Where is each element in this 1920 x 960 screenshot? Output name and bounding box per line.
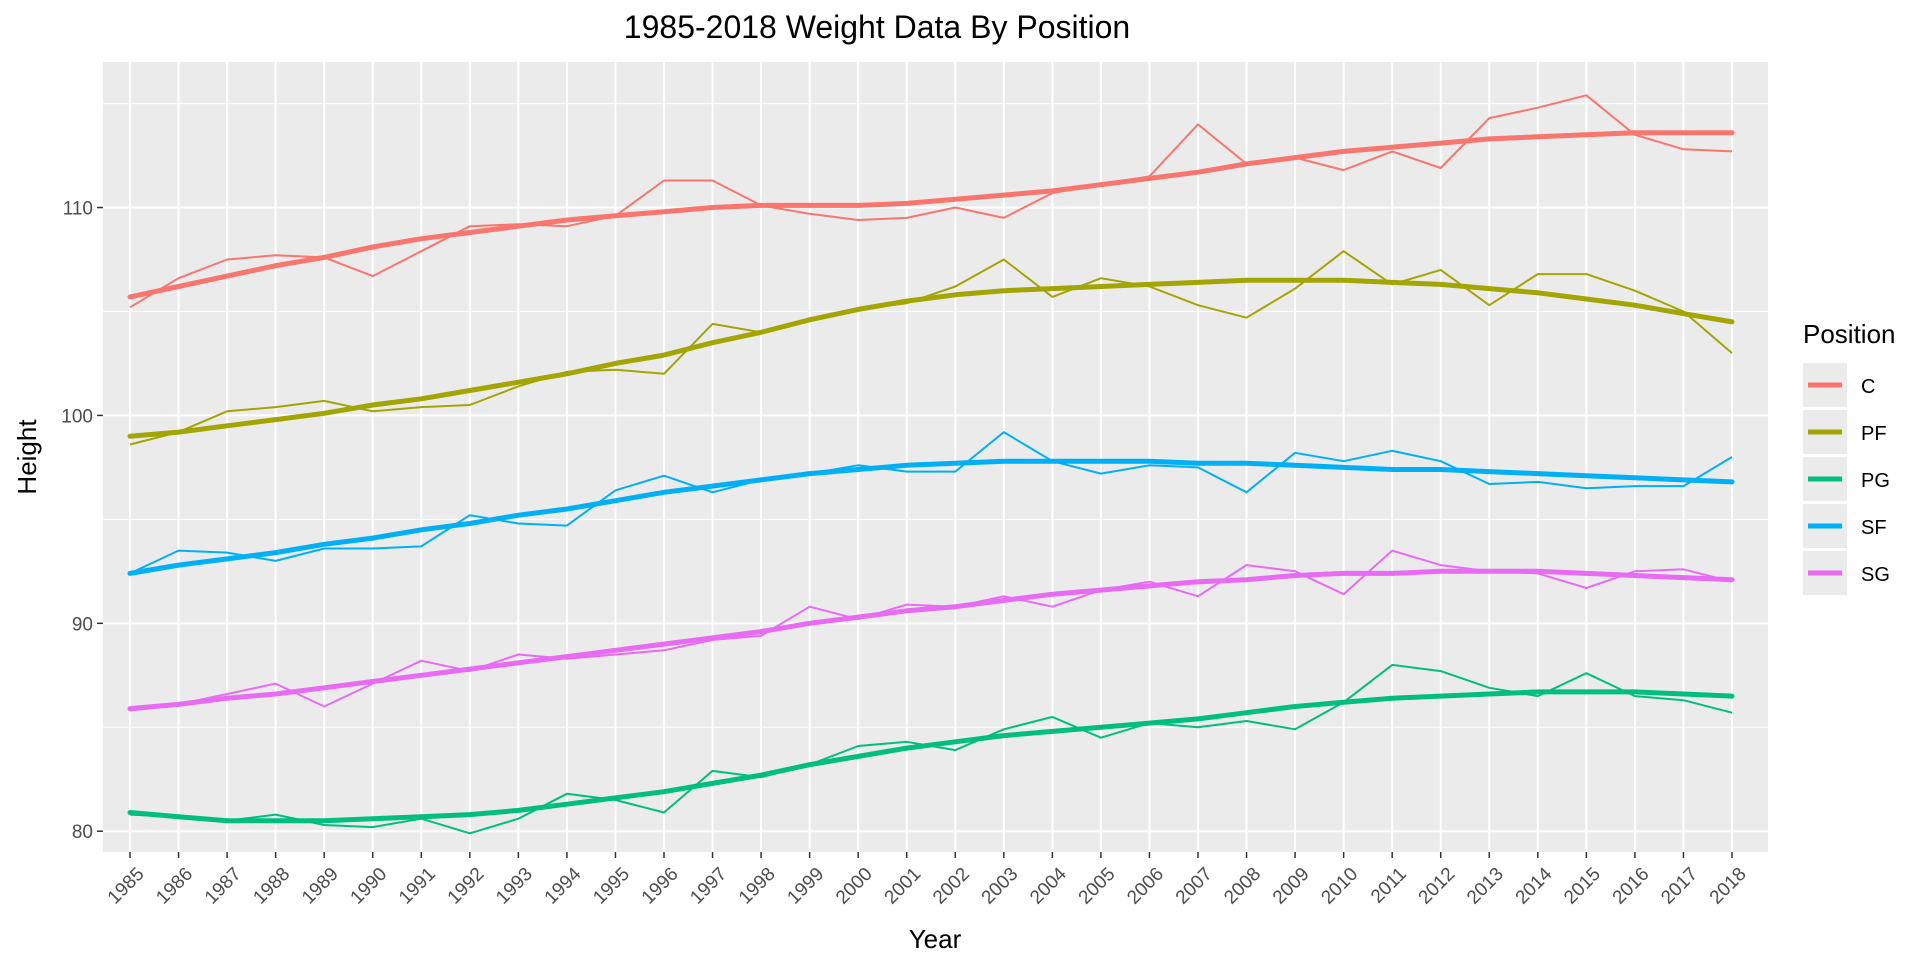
legend-label: PG <box>1861 470 1890 492</box>
trend-line-pg <box>127 689 1735 824</box>
x-tick-label: 2013 <box>1463 864 1508 909</box>
legend-item-pg: PG <box>1803 457 1890 501</box>
x-tick-label: 1988 <box>249 864 294 909</box>
x-tick-label: 2014 <box>1512 863 1557 908</box>
x-tick-label: 2015 <box>1560 864 1605 909</box>
legend-label: SF <box>1861 517 1887 539</box>
x-axis-title: Year <box>909 924 962 954</box>
legend-title: Position <box>1803 319 1896 349</box>
legend-label: SG <box>1861 564 1890 586</box>
y-tick-label: 110 <box>63 199 93 220</box>
x-tick-label: 2007 <box>1172 864 1217 909</box>
trend-line-sg <box>127 568 1735 712</box>
y-tick-label: 80 <box>72 822 93 843</box>
x-tick-label: 2004 <box>1026 863 1071 908</box>
x-tick-label: 1991 <box>395 864 440 909</box>
y-tick-label: 90 <box>72 614 93 635</box>
series-layer <box>127 94 1735 835</box>
x-tick-label: 1997 <box>686 864 731 909</box>
x-tick-label: 2016 <box>1609 864 1654 909</box>
plot-panel <box>103 62 1768 852</box>
trend-line-c <box>127 130 1735 300</box>
x-tick-label: 1992 <box>444 864 489 909</box>
x-tick-label: 1998 <box>735 864 780 909</box>
x-tick-label: 1989 <box>298 864 343 909</box>
x-tick-label: 2009 <box>1269 864 1314 909</box>
x-axis: 1985 1986 1987 1988 1989 1990 1991 1992 1993 1994… <box>104 852 1751 908</box>
legend-item-pf: PF <box>1803 410 1887 454</box>
x-tick-label: 2017 <box>1657 864 1702 909</box>
legend-item-sg: SG <box>1803 551 1890 595</box>
x-tick-label: 2018 <box>1706 864 1751 909</box>
x-tick-label: 2005 <box>1075 864 1120 909</box>
y-axis: 80 90 100 110 <box>61 199 103 843</box>
x-tick-label: 1994 <box>541 863 586 908</box>
legend-item-c: C <box>1803 363 1875 407</box>
x-tick-label: 2012 <box>1415 864 1460 909</box>
trend-line-pf <box>127 277 1735 439</box>
x-tick-label: 2002 <box>929 864 974 909</box>
legend-label: C <box>1861 376 1875 398</box>
x-tick-label: 1990 <box>347 864 392 909</box>
grid-lines <box>103 62 1768 852</box>
x-tick-label: 2001 <box>881 864 926 909</box>
x-tick-label: 1993 <box>492 864 537 909</box>
x-tick-label: 1986 <box>152 864 197 909</box>
x-tick-label: 2000 <box>832 864 877 909</box>
x-tick-label: 1996 <box>638 864 683 909</box>
x-tick-label: 1995 <box>589 864 634 909</box>
legend-item-sf: SF <box>1803 504 1887 548</box>
chart-title: 1985-2018 Weight Data By Position <box>624 9 1130 45</box>
y-axis-title: Height <box>12 419 42 495</box>
legend-label: PF <box>1861 423 1887 445</box>
x-tick-label: 2006 <box>1123 864 1168 909</box>
trend-line-sf <box>127 458 1735 576</box>
x-tick-label: 1985 <box>104 864 149 909</box>
y-tick-label: 100 <box>61 406 93 427</box>
x-tick-label: 2003 <box>978 864 1023 909</box>
x-tick-label: 1999 <box>783 864 828 909</box>
legend: Position C PF PG SF SG <box>1803 319 1896 595</box>
x-tick-label: 2008 <box>1220 864 1265 909</box>
x-tick-label: 2011 <box>1367 864 1411 908</box>
x-tick-label: 1987 <box>201 864 246 909</box>
series-line-sg <box>129 549 1733 712</box>
x-tick-label: 2010 <box>1317 864 1362 909</box>
